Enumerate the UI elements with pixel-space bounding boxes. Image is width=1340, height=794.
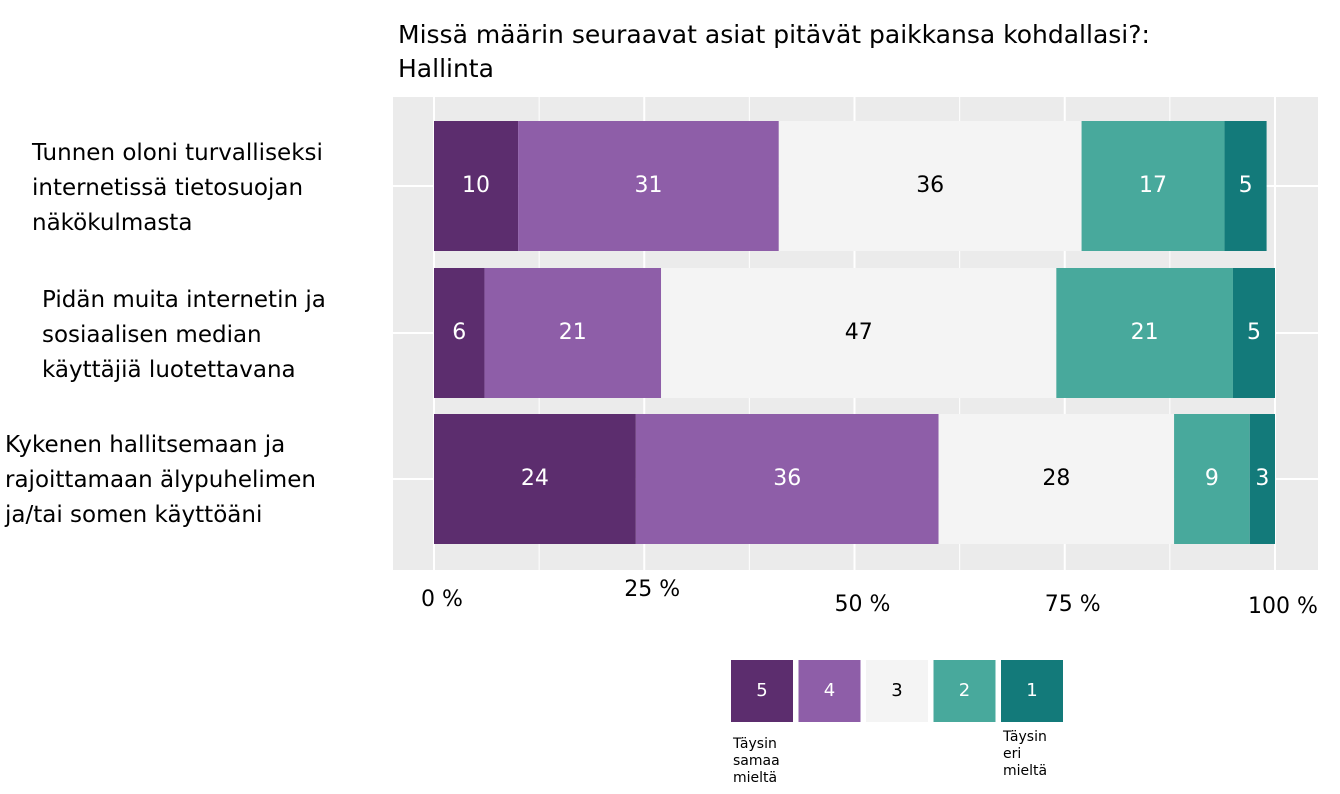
value-label: 28 bbox=[1042, 466, 1070, 491]
value-label: 5 bbox=[1239, 173, 1253, 198]
legend-label: 3 bbox=[891, 680, 902, 701]
legend-label: 2 bbox=[959, 680, 970, 701]
bar-segment bbox=[484, 268, 662, 398]
legend-swatch bbox=[866, 660, 928, 722]
legend-note: Täysin eri mieltä bbox=[1003, 729, 1048, 779]
category-label: Tunnen oloni turvalliseksi internetissä … bbox=[32, 140, 323, 236]
x-tick-label: 25 % bbox=[624, 577, 680, 602]
value-label: 21 bbox=[559, 320, 587, 345]
value-label: 10 bbox=[462, 173, 490, 198]
value-label: 17 bbox=[1139, 173, 1167, 198]
value-label: 47 bbox=[845, 320, 873, 345]
bar-segment bbox=[1249, 414, 1275, 544]
x-tick-label: 50 % bbox=[835, 592, 891, 617]
value-label: 31 bbox=[634, 173, 662, 198]
bar-segment bbox=[661, 268, 1057, 398]
legend-swatch bbox=[1001, 660, 1063, 722]
legend-swatch bbox=[731, 660, 793, 722]
value-label: 9 bbox=[1205, 466, 1219, 491]
value-label: 36 bbox=[916, 173, 944, 198]
legend-swatch bbox=[798, 660, 861, 722]
x-tick-label: 0 % bbox=[421, 587, 463, 612]
bar-segment bbox=[1174, 414, 1250, 544]
legend-note: Täysin samaa mieltä bbox=[733, 736, 780, 786]
bar-segment bbox=[1232, 268, 1275, 398]
bar-segment bbox=[635, 414, 939, 544]
legend-swatch bbox=[933, 660, 996, 722]
legend-label: 4 bbox=[824, 680, 835, 701]
legend-label: 1 bbox=[1026, 680, 1037, 701]
value-label: 3 bbox=[1255, 466, 1269, 491]
value-label: 21 bbox=[1131, 320, 1159, 345]
legend-label: 5 bbox=[756, 680, 767, 701]
x-tick-label: 75 % bbox=[1045, 592, 1101, 617]
bar-segment bbox=[518, 121, 779, 251]
bar-segment bbox=[778, 121, 1082, 251]
bar-segment bbox=[434, 414, 636, 544]
chart-title: Missä määrin seuraavat asiat pitävät pai… bbox=[398, 20, 1150, 83]
bar-segment bbox=[434, 121, 519, 251]
bar-segment bbox=[1224, 121, 1267, 251]
category-label: Pidän muita internetin ja sosiaalisen me… bbox=[42, 287, 326, 383]
bar-segment bbox=[434, 268, 485, 398]
bar-segment bbox=[1056, 268, 1233, 398]
value-label: 36 bbox=[773, 466, 801, 491]
bar-segment bbox=[938, 414, 1175, 544]
value-label: 6 bbox=[452, 320, 466, 345]
bar-segment bbox=[1081, 121, 1225, 251]
x-tick-label: 100 % bbox=[1248, 594, 1318, 619]
category-label: Kykenen hallitsemaan ja rajoittamaan äly… bbox=[5, 432, 316, 528]
value-label: 5 bbox=[1247, 320, 1261, 345]
value-label: 24 bbox=[521, 466, 549, 491]
